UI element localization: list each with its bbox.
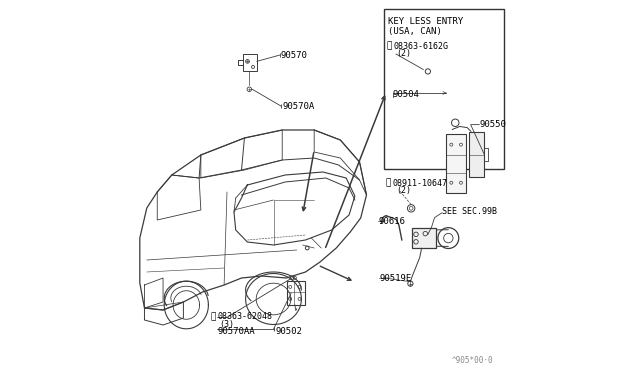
Text: KEY LESS ENTRY: KEY LESS ENTRY xyxy=(388,17,463,26)
Bar xyxy=(412,228,436,248)
Text: Ⓢ: Ⓢ xyxy=(387,42,392,51)
Text: 90570AA: 90570AA xyxy=(218,327,255,336)
Text: ^905*00·0: ^905*00·0 xyxy=(452,356,493,365)
Text: 90570A: 90570A xyxy=(282,102,314,110)
Text: 90502: 90502 xyxy=(275,327,302,336)
Bar xyxy=(287,281,305,305)
Text: 90519E: 90519E xyxy=(379,274,412,283)
Text: (USA, CAN): (USA, CAN) xyxy=(388,27,442,36)
Bar xyxy=(447,134,466,193)
Text: (2): (2) xyxy=(396,49,411,58)
Bar xyxy=(384,9,504,169)
Text: 08911-10647: 08911-10647 xyxy=(392,179,447,187)
Text: (2): (2) xyxy=(396,186,411,195)
Text: SEE SEC.99B: SEE SEC.99B xyxy=(442,207,497,216)
Text: Ⓝ: Ⓝ xyxy=(386,179,391,187)
Text: (3): (3) xyxy=(219,320,234,329)
Text: 90570: 90570 xyxy=(280,51,307,60)
Bar xyxy=(468,132,484,177)
Text: 90616: 90616 xyxy=(378,217,405,226)
Text: 08363-6162G: 08363-6162G xyxy=(394,42,449,51)
Text: 90550: 90550 xyxy=(480,120,507,129)
Text: 08363-62048: 08363-62048 xyxy=(218,312,273,321)
Text: Ⓢ: Ⓢ xyxy=(211,312,216,321)
Bar xyxy=(243,54,257,71)
Text: 90504: 90504 xyxy=(392,90,419,99)
